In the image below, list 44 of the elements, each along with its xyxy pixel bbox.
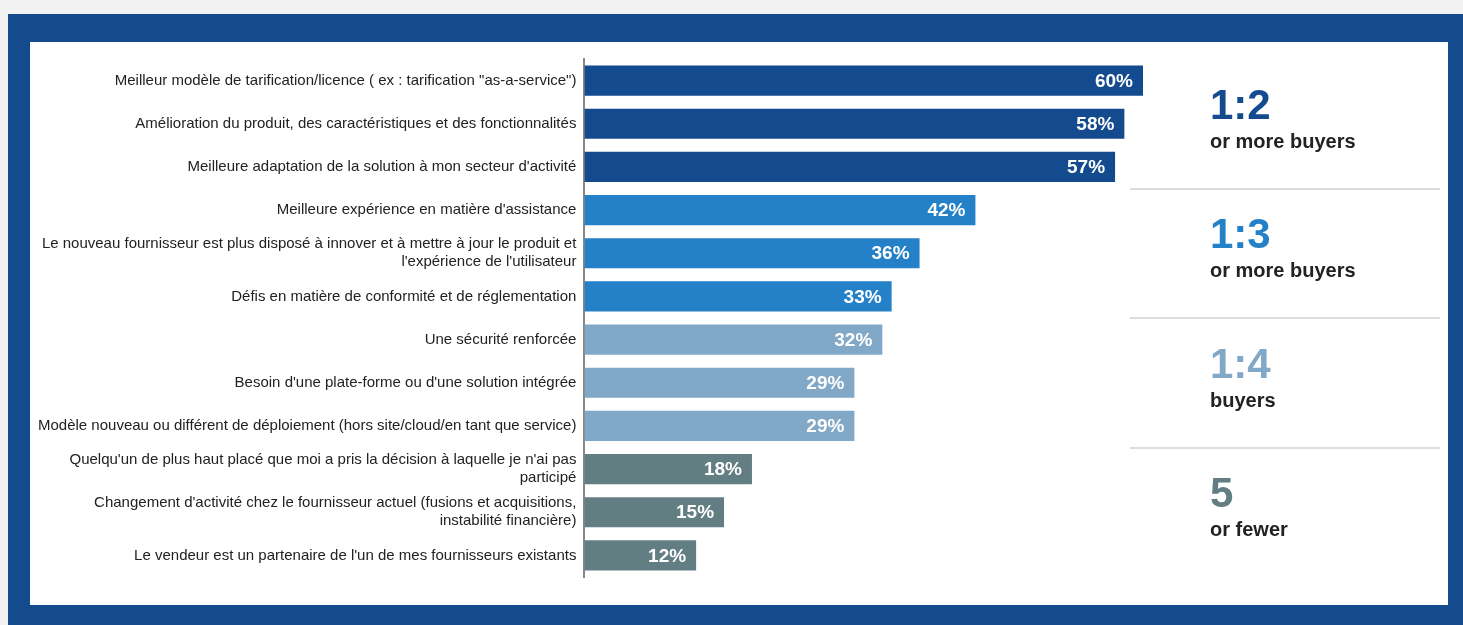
bar [584,453,752,485]
bar [584,151,1116,183]
data-label: 12% [648,544,687,566]
bar [584,367,855,398]
bar [584,281,892,312]
y-tick-label: Changement d'activité chez le fournisseur actuel (fusions et acquisitions, instabilité financière) [94,493,577,529]
data-label: 60% [1094,69,1134,91]
text: 1:3 [1210,210,1271,258]
y-tick-label: Quelqu'un de plus haut placé que moi a pris la décision à laquelle je n'ai pas participé [69,450,577,486]
text: or more buyers [1210,129,1356,152]
bar [584,497,725,528]
y-tick-label: Meilleur modèle de tarification/licence ( ex : tarification "as-a-service") [114,70,577,88]
bar [584,324,883,355]
text: or more buyers [1210,259,1356,282]
y-tick-label: Besoin d'une plate-forme ou d'une solution intégrée [234,372,577,390]
text: 1:4 [1210,339,1271,387]
data-label: 36% [871,242,910,264]
bar [584,540,697,571]
text: or fewer [1210,518,1288,541]
y-tick-label: Le nouveau fournisseur est plus disposé à innover et à mettre à jour le produit et l'expérience de l'utilisateur [41,234,578,270]
data-label: 58% [1076,112,1115,134]
text: buyers [1210,388,1276,411]
text: 1:2 [1210,80,1271,128]
y-tick-label: Défis en matière de conformité et de réglementation [231,286,577,304]
y-tick-label: Meilleure expérience en matière d'assistance [276,200,577,218]
data-label: 29% [806,415,845,437]
y-tick-label: Modèle nouveau ou différent de déploiement (hors site/cloud/en tant que service) [37,416,577,434]
text: 5 [1210,469,1234,517]
data-label: 32% [834,328,873,350]
y-tick-label: Meilleure adaptation de la solution à mon secteur d'activité [187,157,577,175]
data-label: 57% [1067,156,1106,178]
y-tick-label: Une sécurité renforcée [424,329,577,347]
bar [584,65,1143,96]
data-label: 42% [927,199,966,221]
data-label: 33% [843,285,882,307]
bar [584,410,855,442]
data-label: 29% [806,371,845,393]
data-label: 18% [703,458,743,480]
y-tick-label: Le vendeur est un partenaire de l'un de mes fournisseurs existants [134,545,577,563]
bar [584,194,976,226]
bar [584,238,920,269]
bar [584,108,1125,139]
y-tick-label: Amélioration du produit, des caractéristiques et des fonctionnalités [135,113,577,131]
data-label: 15% [676,501,715,523]
